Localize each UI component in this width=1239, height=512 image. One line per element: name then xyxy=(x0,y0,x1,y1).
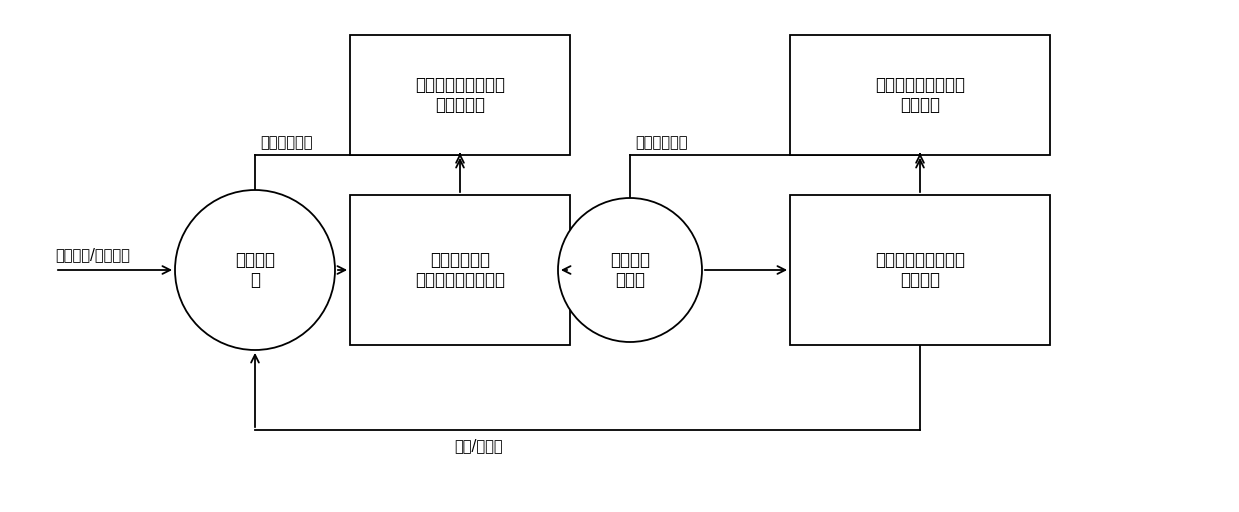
Bar xyxy=(790,35,1049,155)
Bar xyxy=(349,35,570,155)
Bar xyxy=(790,195,1049,345)
Text: 连续任务执行
（优先级从高到低）: 连续任务执行 （优先级从高到低） xyxy=(415,250,506,289)
Text: 时基/时间片: 时基/时间片 xyxy=(455,438,503,453)
Ellipse shape xyxy=(175,190,335,350)
Text: 时基时间
片轮询: 时基时间 片轮询 xyxy=(610,250,650,289)
Text: 任务标志/条件变量: 任务标志/条件变量 xyxy=(55,247,130,262)
Text: 执行当前时间片离散
任务模块: 执行当前时间片离散 任务模块 xyxy=(875,250,965,289)
Text: 优先级重
构: 优先级重 构 xyxy=(235,250,275,289)
Text: 无任务优先级离散任
务模块挂起: 无任务优先级离散任 务模块挂起 xyxy=(415,76,506,114)
Text: 参与下次重构: 参与下次重构 xyxy=(260,135,312,150)
Ellipse shape xyxy=(558,198,703,342)
Text: 其他时间片离散任务
模块挂起: 其他时间片离散任务 模块挂起 xyxy=(875,76,965,114)
Text: 参与下次轮询: 参与下次轮询 xyxy=(636,135,688,150)
Bar xyxy=(349,195,570,345)
